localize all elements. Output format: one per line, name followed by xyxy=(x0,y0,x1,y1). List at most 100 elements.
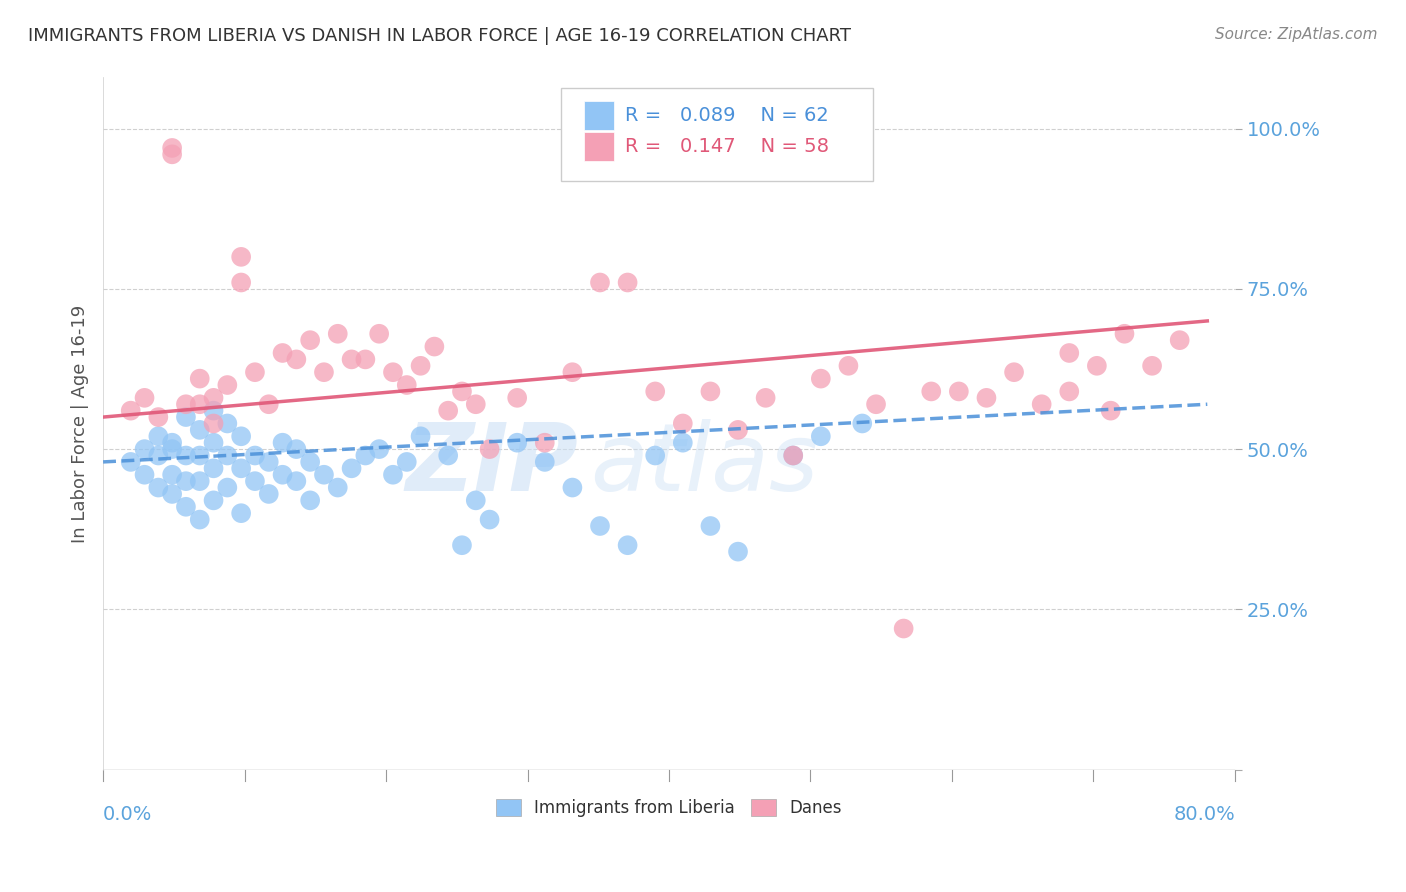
Text: atlas: atlas xyxy=(589,419,818,510)
Point xyxy=(299,333,322,347)
Point xyxy=(976,391,998,405)
Point xyxy=(589,519,612,533)
Point xyxy=(755,391,778,405)
Point xyxy=(231,506,253,520)
Point xyxy=(217,417,239,431)
Point xyxy=(1114,326,1136,341)
Point xyxy=(368,326,391,341)
Point xyxy=(188,513,211,527)
Point xyxy=(120,403,142,417)
Point xyxy=(202,493,225,508)
Point xyxy=(202,417,225,431)
Point xyxy=(285,352,308,367)
Point xyxy=(120,455,142,469)
Point xyxy=(160,141,183,155)
Point xyxy=(699,384,721,399)
Point xyxy=(160,147,183,161)
Point xyxy=(1059,346,1081,360)
Legend: Immigrants from Liberia, Danes: Immigrants from Liberia, Danes xyxy=(489,792,849,823)
Point xyxy=(188,397,211,411)
Point xyxy=(409,429,432,443)
Point xyxy=(616,276,638,290)
Point xyxy=(148,429,170,443)
Text: 80.0%: 80.0% xyxy=(1173,805,1234,823)
Point xyxy=(174,410,197,425)
Point xyxy=(1059,384,1081,399)
FancyBboxPatch shape xyxy=(583,101,613,130)
Point xyxy=(134,442,156,456)
Point xyxy=(948,384,970,399)
Point xyxy=(188,371,211,385)
Point xyxy=(381,365,404,379)
Text: Source: ZipAtlas.com: Source: ZipAtlas.com xyxy=(1215,27,1378,42)
Point xyxy=(312,467,335,482)
Point xyxy=(160,442,183,456)
Point xyxy=(299,455,322,469)
Point xyxy=(672,435,695,450)
Point xyxy=(271,435,294,450)
Y-axis label: In Labor Force | Age 16-19: In Labor Force | Age 16-19 xyxy=(72,304,89,542)
Point xyxy=(437,403,460,417)
Point xyxy=(437,449,460,463)
Point xyxy=(561,365,583,379)
Point xyxy=(285,442,308,456)
Point xyxy=(589,276,612,290)
Point xyxy=(174,500,197,514)
Point xyxy=(810,429,832,443)
Point xyxy=(395,378,418,392)
Point xyxy=(243,365,266,379)
Point xyxy=(299,493,322,508)
Text: ZIP: ZIP xyxy=(405,419,578,511)
Point xyxy=(616,538,638,552)
Point xyxy=(257,397,280,411)
Point xyxy=(160,487,183,501)
Point xyxy=(368,442,391,456)
Point xyxy=(699,519,721,533)
Point xyxy=(1031,397,1053,411)
Text: IMMIGRANTS FROM LIBERIA VS DANISH IN LABOR FORCE | AGE 16-19 CORRELATION CHART: IMMIGRANTS FROM LIBERIA VS DANISH IN LAB… xyxy=(28,27,851,45)
Point xyxy=(148,410,170,425)
Point xyxy=(464,493,486,508)
Point xyxy=(231,250,253,264)
Point xyxy=(354,352,377,367)
Point xyxy=(326,326,349,341)
Point xyxy=(148,481,170,495)
Point xyxy=(217,449,239,463)
Point xyxy=(561,481,583,495)
Point xyxy=(451,384,474,399)
Point xyxy=(644,449,666,463)
Point xyxy=(506,391,529,405)
Point xyxy=(174,449,197,463)
Point xyxy=(134,467,156,482)
Point xyxy=(727,544,749,558)
Point xyxy=(312,365,335,379)
Point xyxy=(231,276,253,290)
Point xyxy=(148,449,170,463)
Point xyxy=(285,474,308,488)
Point xyxy=(644,384,666,399)
Point xyxy=(217,378,239,392)
Point xyxy=(202,403,225,417)
Point xyxy=(257,487,280,501)
Point xyxy=(340,352,363,367)
Point xyxy=(188,449,211,463)
Point xyxy=(464,397,486,411)
Point xyxy=(188,423,211,437)
Point xyxy=(409,359,432,373)
Point xyxy=(533,455,555,469)
Point xyxy=(354,449,377,463)
Text: R =   0.089    N = 62: R = 0.089 N = 62 xyxy=(624,106,828,125)
Point xyxy=(506,435,529,450)
Point xyxy=(395,455,418,469)
Point xyxy=(134,391,156,405)
Point xyxy=(271,467,294,482)
Point xyxy=(533,435,555,450)
Point xyxy=(202,391,225,405)
Point xyxy=(478,513,501,527)
Point xyxy=(257,455,280,469)
Point xyxy=(340,461,363,475)
Text: R =   0.147    N = 58: R = 0.147 N = 58 xyxy=(624,137,830,156)
Point xyxy=(174,474,197,488)
Point xyxy=(217,481,239,495)
Point xyxy=(160,435,183,450)
